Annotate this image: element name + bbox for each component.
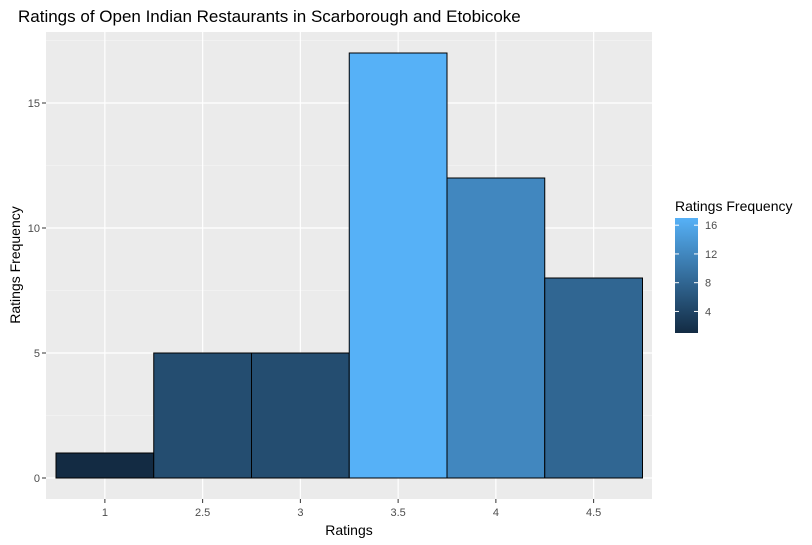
legend-break-label: 4: [705, 306, 711, 318]
x-tick-label: 4: [493, 507, 499, 519]
x-tick-label: 2.5: [195, 507, 210, 519]
bar-1: [55, 452, 155, 479]
bar-4: [446, 177, 546, 479]
legend-ticks: 4 8 12 16: [675, 220, 717, 318]
y-tick-label: 15: [28, 98, 40, 110]
bars: [55, 52, 643, 479]
bar-4.5: [544, 277, 643, 479]
x-axis-title: Ratings: [325, 522, 372, 538]
legend-break-label: 8: [705, 278, 711, 290]
y-tick-label: 10: [28, 223, 40, 235]
legend-break-label: 16: [705, 220, 717, 232]
y-axis: 0 5 10 15: [28, 98, 46, 485]
x-tick-label: 3: [297, 507, 303, 519]
x-tick-label: 4.5: [586, 507, 601, 519]
bar-2.5: [153, 352, 252, 479]
y-axis-title: Ratings Frequency: [7, 206, 23, 324]
x-tick-label: 1: [102, 507, 108, 519]
legend: Ratings Frequency 4 8 12 16: [675, 198, 793, 333]
x-tick-label: 3.5: [390, 507, 405, 519]
bar-3.5: [348, 52, 448, 479]
legend-break-label: 12: [705, 249, 717, 261]
x-axis: 1 2.5 3 3.5 4 4.5: [102, 499, 601, 519]
y-tick-label: 5: [34, 348, 40, 360]
chart-title: Ratings of Open Indian Restaurants in Sc…: [18, 7, 521, 26]
bar-3: [251, 352, 350, 479]
y-tick-label: 0: [34, 473, 40, 485]
legend-colorbar: [675, 218, 698, 333]
legend-title: Ratings Frequency: [675, 198, 793, 214]
